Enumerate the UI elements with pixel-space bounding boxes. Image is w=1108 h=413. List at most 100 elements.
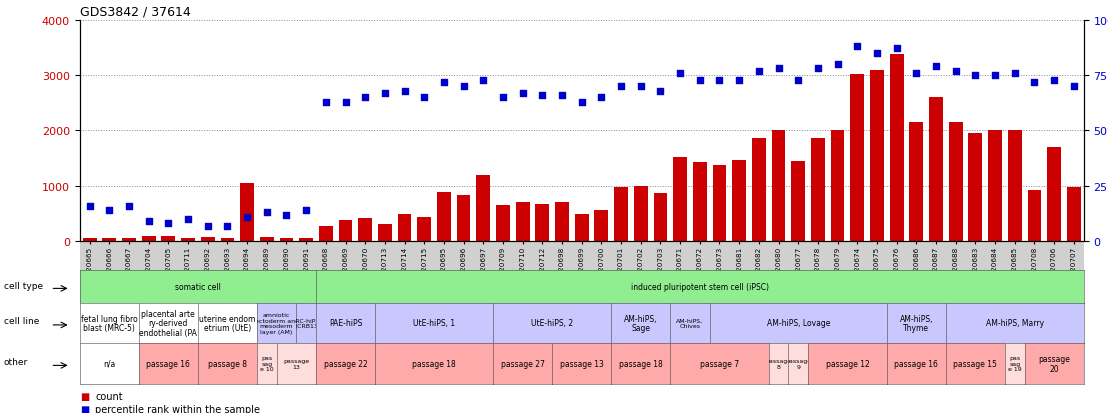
- Point: [396, 88, 413, 95]
- Point: [179, 216, 197, 223]
- Bar: [634, 187, 648, 242]
- Text: passage
13: passage 13: [284, 358, 309, 369]
- Point: [553, 93, 571, 99]
- Bar: [1027, 191, 1042, 242]
- Text: AM-hiPS,
Chives: AM-hiPS, Chives: [676, 318, 704, 328]
- Point: [297, 207, 315, 214]
- Point: [1065, 83, 1083, 90]
- Point: [101, 207, 119, 214]
- Bar: [614, 188, 628, 242]
- Point: [770, 66, 788, 73]
- Bar: [575, 214, 588, 242]
- Point: [337, 99, 355, 106]
- Point: [927, 64, 945, 70]
- Point: [730, 77, 748, 83]
- Bar: [496, 205, 510, 242]
- Bar: [674, 158, 687, 242]
- Bar: [240, 184, 254, 242]
- Text: passage 18: passage 18: [619, 359, 663, 368]
- Bar: [260, 238, 274, 242]
- Bar: [122, 238, 136, 242]
- Bar: [299, 238, 314, 242]
- Point: [160, 221, 177, 227]
- Bar: [732, 160, 746, 242]
- Text: amniotic
ectoderm and
mesoderm
layer (AM): amniotic ectoderm and mesoderm layer (AM…: [255, 313, 299, 334]
- Bar: [142, 236, 155, 242]
- Point: [1045, 77, 1063, 83]
- Bar: [279, 239, 294, 242]
- Point: [278, 212, 296, 218]
- Point: [454, 83, 472, 90]
- Text: uterine endom
etrium (UtE): uterine endom etrium (UtE): [199, 314, 256, 332]
- Bar: [181, 238, 195, 242]
- Bar: [850, 75, 864, 242]
- Text: passage 13: passage 13: [560, 359, 604, 368]
- Bar: [418, 218, 431, 242]
- Bar: [831, 131, 844, 242]
- Point: [1026, 79, 1044, 86]
- Point: [947, 68, 965, 75]
- Text: passage
9: passage 9: [786, 358, 811, 369]
- Bar: [220, 238, 234, 242]
- Bar: [162, 236, 175, 242]
- Text: somatic cell: somatic cell: [175, 282, 220, 292]
- Point: [829, 62, 847, 68]
- Point: [376, 90, 393, 97]
- Bar: [358, 218, 372, 242]
- Point: [198, 223, 216, 230]
- Bar: [1047, 148, 1061, 242]
- Point: [573, 99, 591, 106]
- Text: cell line: cell line: [3, 317, 39, 326]
- Text: AM-hiPS,
Sage: AM-hiPS, Sage: [624, 314, 657, 332]
- Bar: [535, 204, 550, 242]
- Text: AM-hiPS, Marry: AM-hiPS, Marry: [986, 319, 1044, 328]
- Bar: [1008, 131, 1022, 242]
- Text: n/a: n/a: [103, 359, 115, 368]
- Text: PAE-hiPS: PAE-hiPS: [329, 319, 362, 328]
- Text: ■: ■: [80, 404, 89, 413]
- Point: [809, 66, 827, 73]
- Point: [435, 79, 453, 86]
- Bar: [555, 203, 568, 242]
- Text: count: count: [95, 391, 123, 401]
- Point: [907, 70, 925, 77]
- Text: pas
sag
e 19: pas sag e 19: [1008, 356, 1022, 371]
- Point: [258, 209, 276, 216]
- Point: [652, 88, 669, 95]
- Text: passage 27: passage 27: [501, 359, 545, 368]
- Point: [416, 95, 433, 101]
- Point: [357, 95, 375, 101]
- Point: [474, 77, 492, 83]
- Text: passage
8: passage 8: [766, 358, 791, 369]
- Bar: [771, 131, 786, 242]
- Bar: [476, 176, 490, 242]
- Point: [986, 73, 1004, 79]
- Point: [533, 93, 551, 99]
- Text: fetal lung fibro
blast (MRC-5): fetal lung fibro blast (MRC-5): [81, 314, 137, 332]
- Point: [868, 50, 885, 57]
- Bar: [791, 162, 806, 242]
- Point: [613, 83, 630, 90]
- Point: [514, 90, 532, 97]
- Bar: [83, 239, 96, 242]
- Text: ■: ■: [80, 391, 89, 401]
- Bar: [870, 70, 884, 242]
- Bar: [319, 227, 332, 242]
- Bar: [339, 221, 352, 242]
- Point: [593, 95, 611, 101]
- Bar: [910, 123, 923, 242]
- Text: placental arte
ry-derived
endothelial (PA: placental arte ry-derived endothelial (P…: [140, 309, 197, 337]
- Bar: [890, 55, 903, 242]
- Bar: [752, 139, 766, 242]
- Point: [81, 203, 99, 209]
- Bar: [988, 131, 1002, 242]
- Point: [140, 218, 157, 225]
- Point: [632, 83, 649, 90]
- Text: passage 15: passage 15: [953, 359, 997, 368]
- Text: pas
sag
e 10: pas sag e 10: [260, 356, 274, 371]
- Bar: [948, 123, 963, 242]
- Point: [671, 70, 689, 77]
- Text: induced pluripotent stem cell (iPSC): induced pluripotent stem cell (iPSC): [630, 282, 769, 292]
- Text: GDS3842 / 37614: GDS3842 / 37614: [80, 5, 191, 18]
- Bar: [437, 193, 451, 242]
